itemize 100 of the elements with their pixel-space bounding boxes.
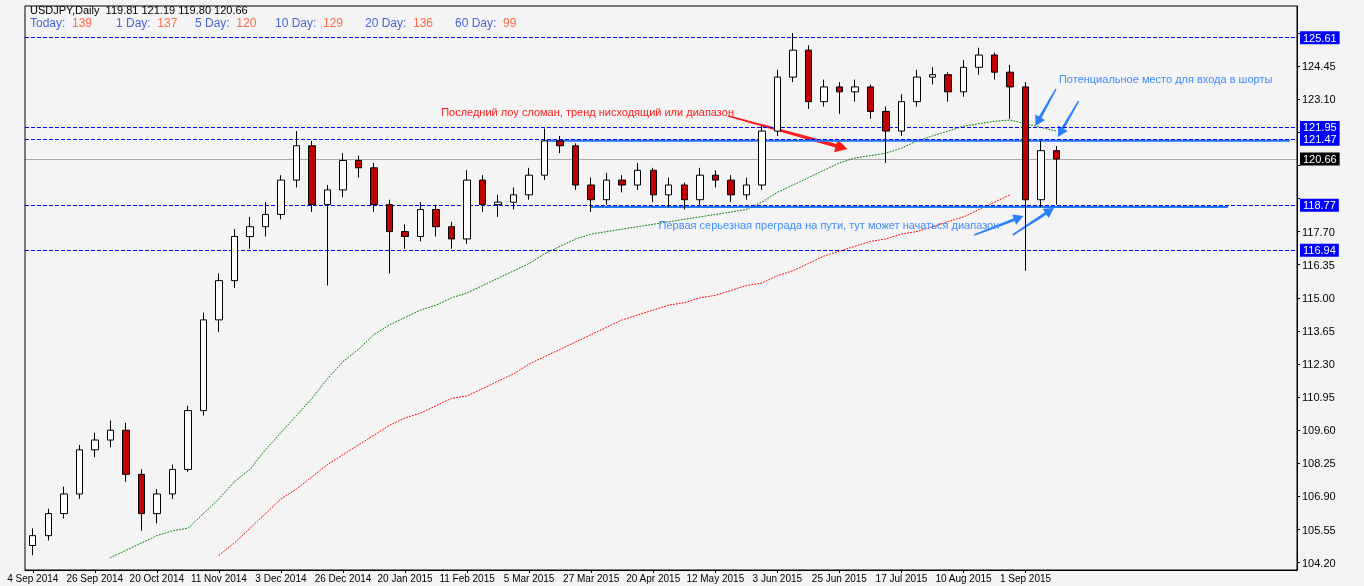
candlestick [572,142,579,191]
candlestick [29,527,36,556]
annotation: Потенциальное место для входа в шорты [1058,72,1273,85]
x-tick-label: 27 Mar 2015 [563,572,620,584]
candlestick [246,216,254,250]
candlestick [774,69,781,137]
chart-title: USDJPY,Daily 119.81 121.19 119.80 120.66 [30,3,248,16]
y-tick-label: 116.35 [1302,258,1335,271]
candlestick [45,508,52,542]
y-tick-label: 124.45 [1302,60,1336,73]
x-tick-label: 10 Aug 2015 [935,572,993,584]
candlestick [851,79,859,103]
candlestick [975,47,983,76]
annotation: 5 Day: 120 [195,16,257,30]
candlestick [836,81,843,115]
candlestick [525,167,533,201]
annotation: 1 Day: 137 [116,16,178,30]
y-tick-label: 123.10 [1302,93,1336,106]
candlestick [169,464,176,500]
candlestick [308,140,316,213]
x-tick-label: 20 Oct 2014 [129,572,185,584]
y-tick-label: 105.55 [1302,523,1336,536]
x-tick-label: 26 Sep 2014 [66,572,124,584]
y-tick-label: 108.25 [1302,457,1336,470]
candlestick [960,59,967,98]
candlestick [463,169,471,245]
candlestick [712,169,719,188]
annotation: 60 Day: 99 [455,16,517,30]
candlestick [618,174,626,193]
ref-line-label: 121.47 [1303,133,1337,146]
candlestick [510,186,517,211]
ref-line-label: 118.77 [1303,199,1336,212]
y-tick-label: 104.20 [1302,556,1336,569]
candlestick [448,221,455,250]
candlestick [76,444,83,500]
ref-line-label: 121.95 [1303,121,1337,134]
candlestick [867,83,874,120]
y-tick-label: 106.90 [1302,490,1336,503]
ref-line-label: 125.61 [1303,31,1337,44]
candlestick [355,155,362,179]
candlestick [370,162,378,213]
annotation: Today: 139 [30,16,93,30]
candlestick [541,128,548,181]
x-tick-label: 25 Jun 2015 [811,572,868,584]
candlestick [138,468,145,532]
candlestick [494,194,502,218]
candlestick [650,167,657,203]
candlestick [991,52,998,81]
candlestick [696,167,704,206]
x-tick-label: 12 May 2015 [686,572,745,584]
candlestick [215,272,223,333]
candlestick [913,69,921,108]
y-tick-label: 113.65 [1302,324,1335,337]
candlestick [805,44,812,110]
candlestick [556,135,564,154]
candlestick [262,201,269,237]
candlestick [665,177,672,208]
x-tick-label: 20 Apr 2015 [626,572,681,584]
candlestick [1006,64,1014,120]
candlestick [743,177,750,201]
candlestick [727,174,735,203]
candlestick [200,312,207,417]
candlestick [479,174,486,213]
candlestick [587,177,595,213]
x-tick-label: 5 Mar 2015 [503,572,555,584]
candlestick [1037,140,1045,208]
candlestick [339,152,347,198]
x-tick-label: 20 Jan 2015 [377,572,433,584]
annotation: 10 Day: 129 [275,16,344,30]
candlestick [122,422,130,483]
candlestick [432,204,440,237]
y-tick-label: 117.70 [1302,225,1335,238]
candlestick [758,125,766,191]
y-tick-label: 112.30 [1302,358,1335,371]
annotation: 20 Day: 136 [365,16,434,30]
candlestick [898,93,905,137]
candlestick [681,182,688,211]
candlestick [944,71,952,103]
candlestick [386,199,393,274]
candlestick [1053,145,1060,206]
candlestick [929,66,936,85]
x-tick-label: 4 Sep 2014 [7,572,59,584]
annotation: Последний лоу сломан, тренд нисходящий или диапазон [441,105,734,118]
candlestick [91,432,99,458]
x-tick-label: 26 Dec 2014 [314,572,372,584]
candlestick [820,79,828,108]
candlestick [882,106,890,164]
y-tick-label: 109.60 [1302,424,1336,437]
ref-line-label: 116.94 [1303,244,1336,257]
candlestick [789,32,797,83]
candlestick [60,486,68,519]
candlestick [324,184,331,287]
candlestick [231,228,238,289]
ref-line-label: 120.66 [1303,153,1337,166]
x-tick-label: 3 Dec 2014 [255,572,307,584]
x-tick-label: 17 Jul 2015 [875,572,928,584]
candlestick [277,174,285,220]
candlestick [184,405,192,473]
candlestick [293,130,300,188]
line-series [218,194,1011,556]
